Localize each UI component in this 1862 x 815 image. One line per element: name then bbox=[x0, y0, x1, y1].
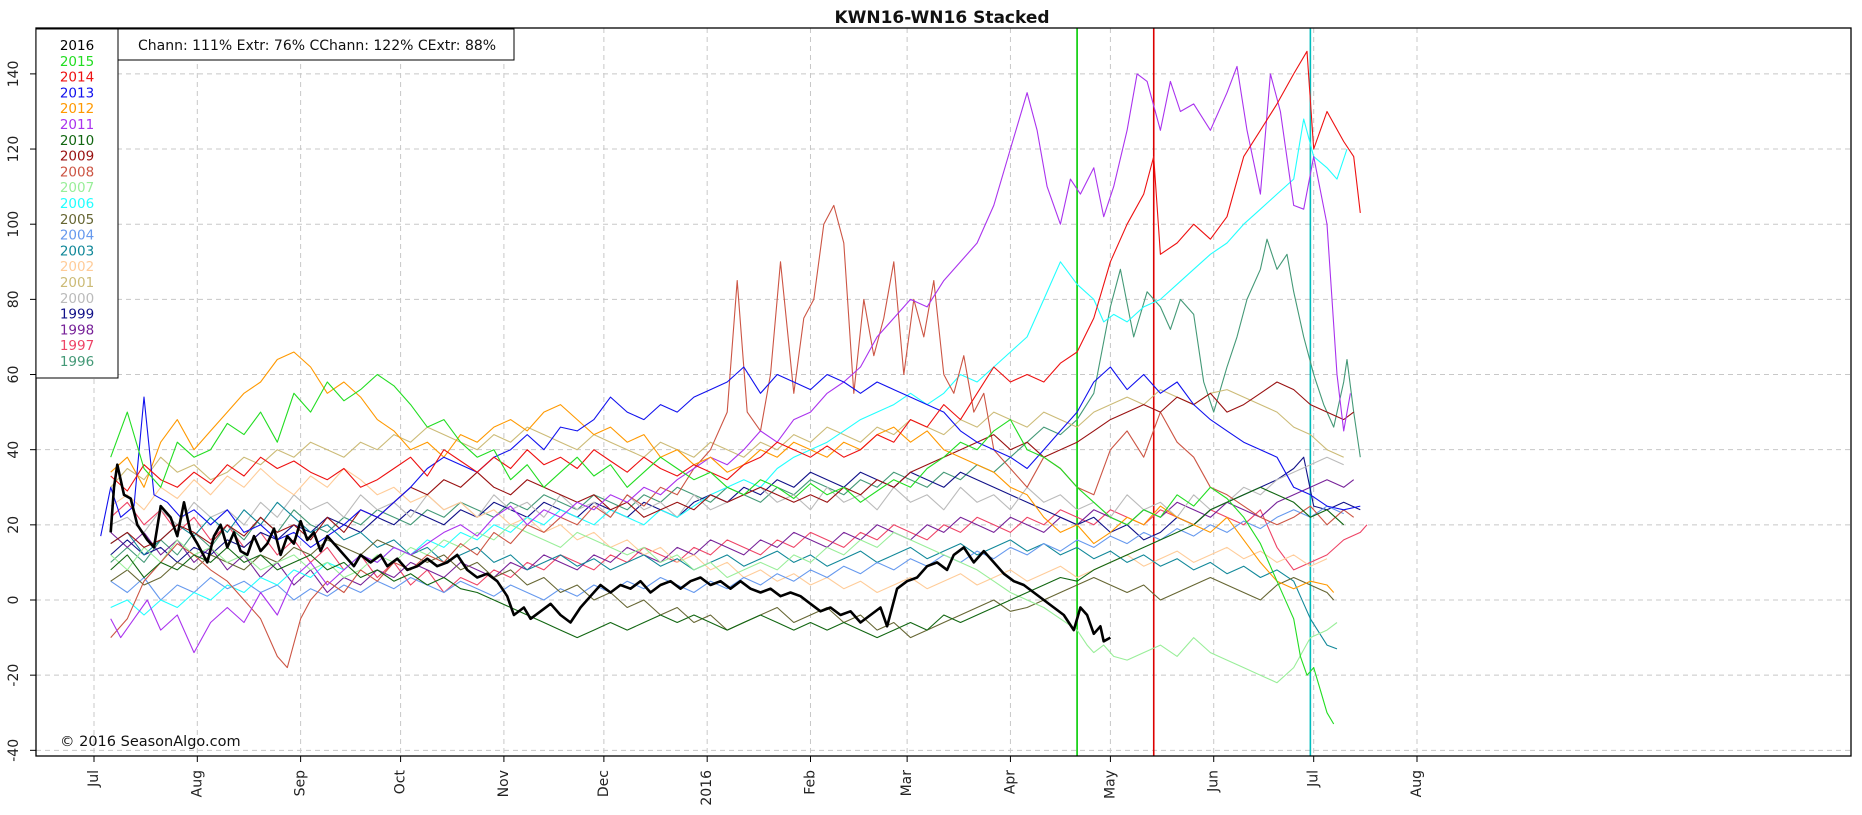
x-tick-label: 2016 bbox=[699, 770, 715, 806]
series-line-1996 bbox=[110, 238, 1361, 563]
x-tick-label: Feb bbox=[802, 770, 818, 795]
legend: 2016201520142013201220112010200920082007… bbox=[35, 28, 119, 379]
x-tick-label: Sep bbox=[293, 770, 309, 797]
legend-entry-2013: 2013 bbox=[60, 85, 94, 101]
legend-entry-2012: 2012 bbox=[60, 101, 94, 117]
legend-entry-2000: 2000 bbox=[60, 291, 94, 307]
vertical-markers bbox=[1076, 28, 1312, 756]
legend-entry-2010: 2010 bbox=[60, 133, 94, 149]
series-line-1999 bbox=[110, 456, 1361, 563]
legend-entry-2007: 2007 bbox=[60, 180, 94, 196]
series-line-2001 bbox=[110, 389, 1344, 488]
y-tick-label: -40 bbox=[6, 739, 22, 762]
grid-lines bbox=[36, 28, 1851, 756]
series-line-2012 bbox=[110, 351, 1335, 593]
series-line-2003 bbox=[110, 501, 1338, 650]
legend-entry-2009: 2009 bbox=[60, 149, 94, 165]
series-line-2014 bbox=[110, 50, 1361, 492]
series-lines bbox=[100, 50, 1368, 725]
series-line-2015 bbox=[110, 373, 1335, 725]
x-tick-label: Dec bbox=[596, 770, 612, 797]
series-line-2002 bbox=[110, 467, 1328, 594]
series-line-2016 bbox=[109, 463, 1112, 643]
plot-frame bbox=[35, 27, 1852, 757]
legend-entry-2005: 2005 bbox=[60, 212, 94, 228]
y-tick-label: 80 bbox=[6, 290, 22, 308]
y-tick-label: 60 bbox=[6, 366, 22, 384]
legend-entry-1999: 1999 bbox=[60, 307, 94, 323]
legend-entry-2001: 2001 bbox=[60, 275, 94, 291]
axes: -40 -20 0 20 40 60 80 100 120 140 Jul Aug Sep Oct Nov D… bbox=[6, 61, 1425, 806]
x-tick-label: Jun bbox=[1206, 770, 1222, 793]
series-line-2009 bbox=[110, 381, 1355, 548]
legend-entry-2008: 2008 bbox=[60, 164, 94, 180]
x-tick-label: May bbox=[1102, 770, 1118, 799]
x-tick-label: Jul bbox=[86, 770, 102, 788]
legend-entry-2003: 2003 bbox=[60, 243, 94, 259]
y-tick-label: 0 bbox=[6, 596, 22, 605]
legend-entry-2015: 2015 bbox=[60, 54, 94, 70]
legend-entry-2016: 2016 bbox=[60, 38, 94, 54]
series-line-2010 bbox=[110, 486, 1345, 639]
series-line-2008 bbox=[110, 204, 1355, 669]
legend-entry-2011: 2011 bbox=[60, 117, 94, 133]
x-tick-label: Mar bbox=[899, 770, 915, 797]
x-tick-label: Apr bbox=[1002, 770, 1018, 794]
x-tick-label: Nov bbox=[496, 770, 512, 797]
legend-entry-1996: 1996 bbox=[60, 354, 94, 370]
legend-entry-1997: 1997 bbox=[60, 338, 94, 354]
legend-entry-2002: 2002 bbox=[60, 259, 94, 275]
series-line-2000 bbox=[110, 456, 1344, 533]
legend-entry-1998: 1998 bbox=[60, 322, 94, 338]
y-tick-label: -20 bbox=[6, 664, 22, 687]
series-line-2011 bbox=[110, 65, 1351, 654]
x-tick-label: Jul bbox=[1306, 770, 1322, 788]
legend-entry-2006: 2006 bbox=[60, 196, 94, 212]
chart-title: KWN16-WN16 Stacked bbox=[834, 8, 1049, 28]
y-tick-label: 120 bbox=[6, 136, 22, 163]
y-tick-label: 40 bbox=[6, 441, 22, 459]
x-tick-label: Aug bbox=[1409, 770, 1425, 797]
watermark: © 2016 SeasonAlgo.com bbox=[60, 734, 241, 750]
x-tick-label: Aug bbox=[189, 770, 205, 797]
stats-text: Chann: 111% Extr: 76% CChann: 122% CExtr… bbox=[138, 38, 496, 54]
legend-entry-2014: 2014 bbox=[60, 70, 94, 86]
x-tick-label: Oct bbox=[393, 770, 409, 795]
y-tick-label: 100 bbox=[6, 211, 22, 238]
stats-box: Chann: 111% Extr: 76% CChann: 122% CExtr… bbox=[117, 28, 515, 61]
legend-entry-2004: 2004 bbox=[60, 228, 94, 244]
series-line-2004 bbox=[110, 505, 1344, 601]
y-tick-label: 20 bbox=[6, 516, 22, 534]
series-line-2006 bbox=[110, 118, 1348, 616]
y-tick-label: 140 bbox=[6, 61, 22, 88]
